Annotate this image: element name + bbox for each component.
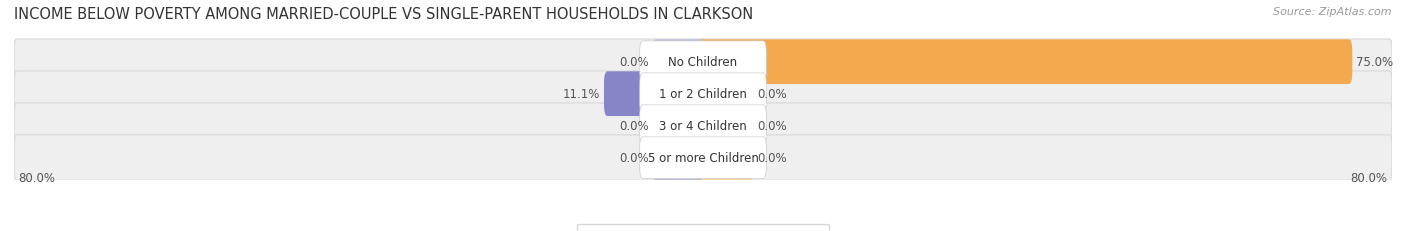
Text: Source: ZipAtlas.com: Source: ZipAtlas.com [1274,7,1392,17]
Text: 11.1%: 11.1% [564,88,600,101]
Text: 0.0%: 0.0% [619,120,648,133]
FancyBboxPatch shape [700,72,754,116]
FancyBboxPatch shape [700,104,754,148]
Text: 0.0%: 0.0% [758,88,787,101]
Text: 0.0%: 0.0% [758,152,787,164]
FancyBboxPatch shape [605,72,706,116]
Text: INCOME BELOW POVERTY AMONG MARRIED-COUPLE VS SINGLE-PARENT HOUSEHOLDS IN CLARKSO: INCOME BELOW POVERTY AMONG MARRIED-COUPL… [14,7,754,22]
Text: 1 or 2 Children: 1 or 2 Children [659,88,747,101]
FancyBboxPatch shape [652,40,706,85]
Text: 80.0%: 80.0% [1351,171,1388,184]
Text: 3 or 4 Children: 3 or 4 Children [659,120,747,133]
Text: 75.0%: 75.0% [1355,56,1393,69]
FancyBboxPatch shape [640,105,766,147]
FancyBboxPatch shape [700,136,754,180]
Text: 80.0%: 80.0% [18,171,55,184]
FancyBboxPatch shape [700,40,1353,85]
FancyBboxPatch shape [640,73,766,115]
Legend: Married Couples, Single Parents: Married Couples, Single Parents [578,224,828,231]
FancyBboxPatch shape [14,103,1392,149]
Text: No Children: No Children [668,56,738,69]
Text: 5 or more Children: 5 or more Children [648,152,758,164]
Text: 0.0%: 0.0% [619,152,648,164]
FancyBboxPatch shape [14,135,1392,180]
FancyBboxPatch shape [14,72,1392,117]
FancyBboxPatch shape [14,40,1392,85]
FancyBboxPatch shape [652,136,706,180]
FancyBboxPatch shape [640,42,766,83]
FancyBboxPatch shape [652,104,706,148]
Text: 0.0%: 0.0% [758,120,787,133]
Text: 0.0%: 0.0% [619,56,648,69]
FancyBboxPatch shape [640,137,766,179]
